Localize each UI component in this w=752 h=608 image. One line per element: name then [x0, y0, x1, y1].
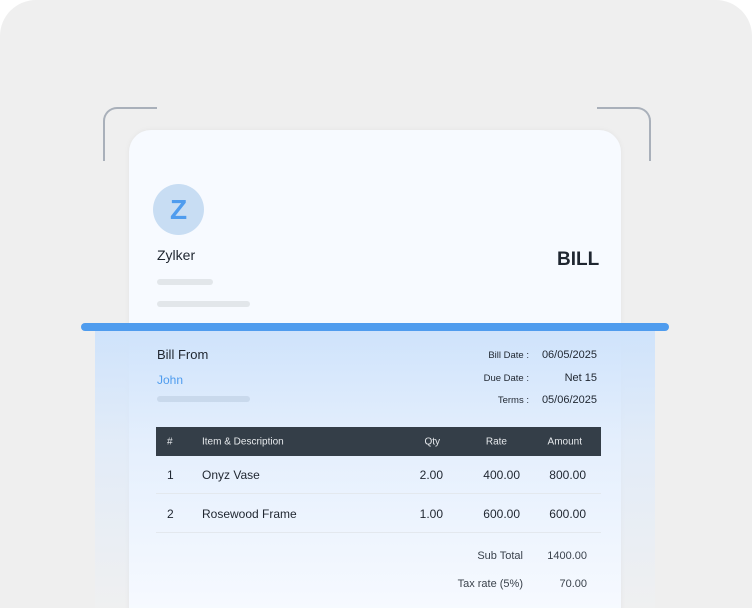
- company-logo: Z: [153, 184, 204, 235]
- table-row: 1 Onyz Vase 2.00 400.00 800.00: [156, 456, 601, 494]
- scan-line: [81, 323, 669, 331]
- col-amount: Amount: [547, 436, 582, 447]
- bill-date-label: Bill Date :: [488, 350, 529, 361]
- placeholder-line: [157, 396, 250, 402]
- cell-qty: 1.00: [419, 506, 443, 521]
- col-item: Item & Description: [202, 436, 284, 447]
- cell-item: Onyz Vase: [202, 467, 260, 482]
- col-rate: Rate: [485, 436, 507, 447]
- vendor-name: John: [157, 373, 184, 387]
- cell-qty: 2.00: [419, 467, 443, 482]
- scan-glow: [95, 331, 655, 608]
- due-date-value: Net 15: [564, 372, 597, 384]
- subtotal-value: 1400.00: [547, 550, 587, 562]
- scan-corner-left: [103, 107, 157, 161]
- scan-corner-right: [597, 107, 651, 161]
- cell-item: Rosewood Frame: [202, 506, 297, 521]
- cell-number: 2: [167, 506, 174, 521]
- cell-amount: 800.00: [549, 467, 586, 482]
- tax-value: 70.00: [559, 578, 587, 590]
- bill-date-value: 06/05/2025: [541, 349, 597, 361]
- subtotal-label: Sub Total: [477, 550, 523, 562]
- terms-label: Terms :: [497, 395, 529, 406]
- cell-rate: 400.00: [483, 467, 520, 482]
- tax-label: Tax rate (5%): [457, 578, 523, 590]
- due-date-label: Due Date :: [483, 373, 529, 384]
- cell-number: 1: [167, 467, 174, 482]
- doc-title: BILL: [557, 249, 600, 270]
- cell-amount: 600.00: [549, 506, 586, 521]
- bill-from-label: Bill From: [157, 347, 209, 362]
- cell-rate: 600.00: [483, 506, 520, 521]
- col-qty: Qty: [424, 436, 440, 447]
- terms-value: 05/06/2025: [541, 394, 597, 406]
- placeholder-line: [157, 301, 250, 307]
- placeholder-line: [157, 279, 213, 285]
- table-row: 2 Rosewood Frame 1.00 600.00 600.00: [156, 495, 601, 533]
- col-number: #: [167, 436, 173, 447]
- table-header: # Item & Description Qty Rate Amount: [156, 427, 601, 456]
- company-name: Zylker: [157, 247, 196, 263]
